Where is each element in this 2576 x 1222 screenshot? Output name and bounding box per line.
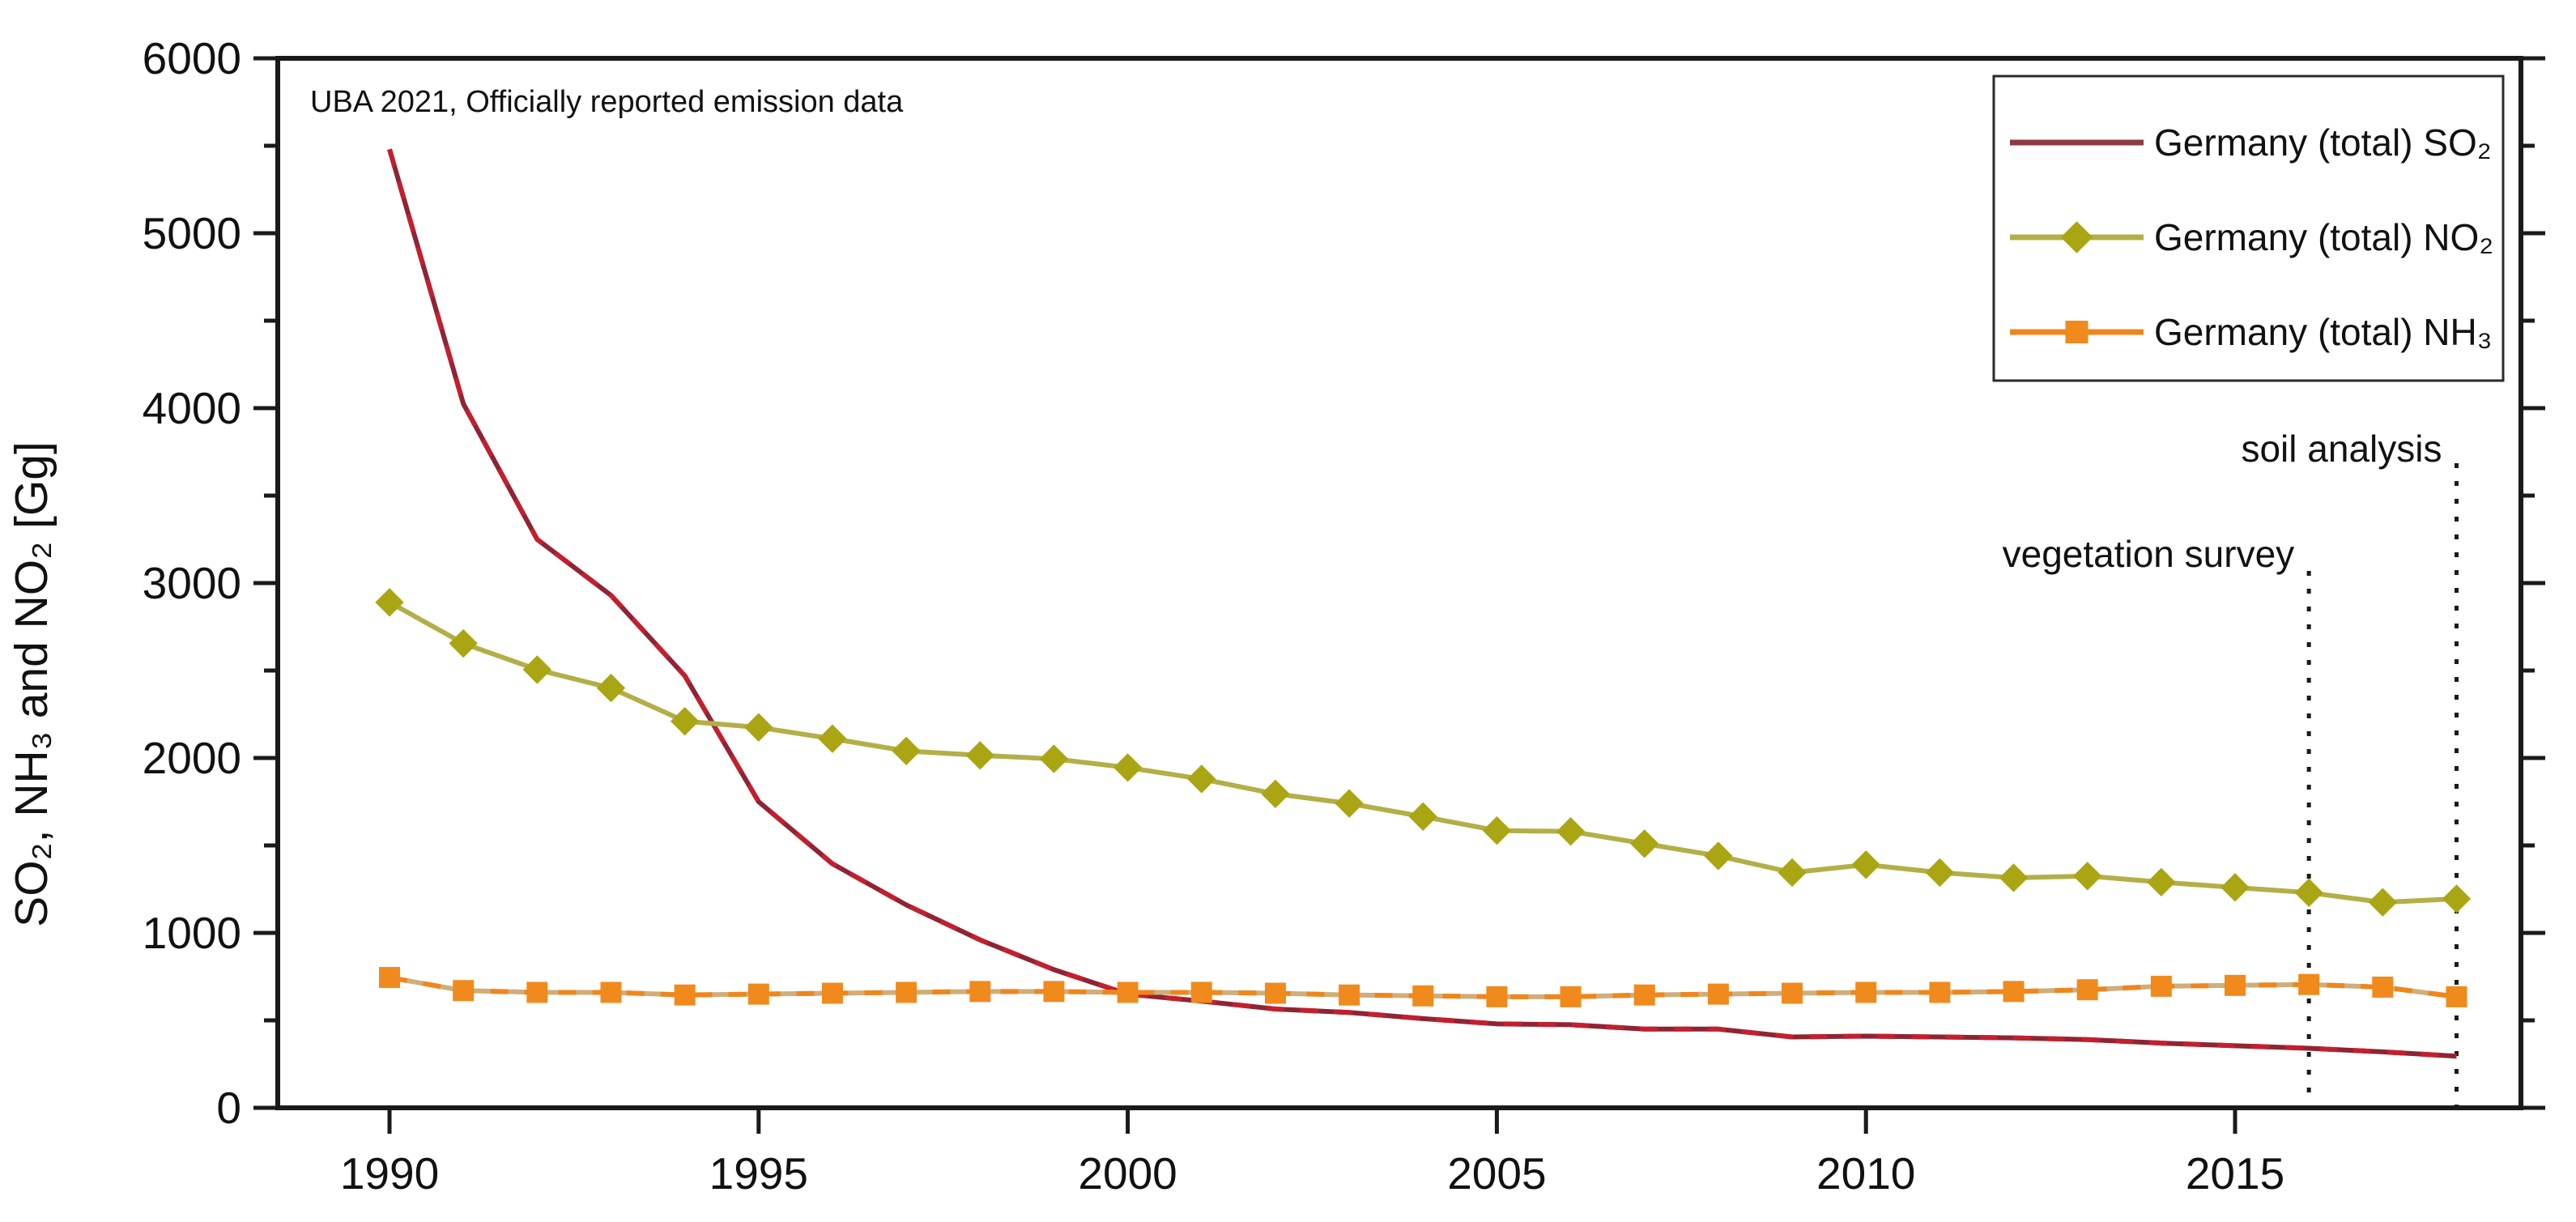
germany-total-no--marker [892, 736, 921, 766]
germany-total-no--marker [449, 628, 478, 658]
germany-total-no--line [388, 600, 2457, 905]
event-lines-layer: vegetation survey soil analysis [2003, 428, 2459, 1108]
y-tick-label: 4000 [143, 383, 241, 433]
legend-label: Germany (total) NO₂ [2154, 216, 2493, 258]
y-tick-label: 1000 [143, 908, 241, 958]
germany-total-nh--marker [2076, 979, 2098, 1001]
x-tick-label: 2000 [1078, 1148, 1177, 1199]
germany-total-nh--marker [2150, 975, 2172, 997]
y-tick-label: 2000 [143, 733, 241, 783]
germany-total-nh--marker [1929, 981, 1951, 1003]
germany-total-nh--marker [2298, 973, 2320, 995]
germany-total-nh--marker [821, 982, 843, 1004]
germany-total-no--marker [522, 655, 551, 684]
germany-total-no--marker [2294, 878, 2323, 907]
germany-total-no--marker [375, 588, 404, 617]
germany-total-nh--marker [453, 980, 475, 1002]
legend-label: Germany (total) SO₂ [2154, 121, 2492, 164]
germany-total-no--marker [1925, 858, 1955, 888]
germany-total-nh--marker [600, 981, 622, 1003]
x-tick-label: 1990 [340, 1148, 439, 1199]
germany-total-nh--marker [674, 984, 696, 1006]
germany-total-no--marker [1704, 841, 1733, 871]
x-tick-label: 1995 [709, 1148, 808, 1199]
legend-diamond-marker [2060, 221, 2093, 253]
germany-total-no--marker [1408, 802, 1437, 832]
event-label-1: soil analysis [2241, 428, 2442, 470]
germany-total-no--marker [2220, 873, 2250, 902]
germany-total-nh--marker [969, 981, 991, 1003]
germany-total-no--marker [2147, 867, 2176, 897]
germany-total-no--marker [1261, 779, 1290, 808]
germany-total-no--marker [1778, 858, 1807, 888]
germany-total-nh--marker [1412, 985, 1434, 1007]
germany-total-no--marker [818, 724, 847, 753]
germany-total-nh--marker [896, 981, 918, 1003]
germany-total-no--marker [2368, 888, 2397, 917]
germany-total-nh--marker [1707, 983, 1729, 1005]
germany-total-no--marker [2073, 862, 2102, 891]
germany-total-no--marker [596, 673, 626, 703]
germany-total-no--marker [1482, 815, 1512, 845]
x-tick-label: 2015 [2186, 1148, 2284, 1199]
germany-total-so--line-dash [387, 148, 2457, 1059]
germany-total-nh--marker [526, 981, 548, 1003]
germany-total-nh--marker [1264, 982, 1286, 1004]
germany-total-no--marker [1630, 829, 1659, 858]
x-tick-label: 2005 [1447, 1148, 1546, 1199]
germany-total-nh--marker [379, 967, 400, 989]
y-tick-label: 0 [216, 1083, 241, 1133]
germany-total-nh--marker [1782, 982, 1803, 1004]
germany-total-no--marker [965, 741, 994, 770]
legend-label: Germany (total) NH₃ [2154, 311, 2492, 353]
germany-total-no--marker [1113, 753, 1143, 782]
germany-total-nh--marker [1855, 981, 1877, 1003]
germany-total-nh--marker [2372, 976, 2394, 998]
germany-total-nh--marker [1560, 986, 1582, 1007]
germany-total-nh--marker [1486, 986, 1508, 1007]
legend-square-marker [2065, 321, 2088, 343]
axes-layer: 0 1000 2000 3000 4000 5000 6000 1990 1995 2000 200… [143, 33, 2545, 1199]
germany-total-no--marker [1039, 744, 1069, 773]
germany-total-nh--marker [747, 983, 769, 1005]
germany-total-no--marker [670, 706, 700, 736]
source-annotation: UBA 2021, Officially reported emission d… [310, 85, 904, 119]
germany-total-no--marker [1999, 863, 2029, 892]
y-axis-title: SO₂, NH₃ and NO₂ [Gg] [6, 441, 57, 927]
y-tick-label: 5000 [143, 208, 241, 258]
germany-total-no--marker [1187, 764, 1216, 794]
germany-total-nh--marker [1633, 984, 1655, 1006]
legend: Germany (total) SO₂ Germany (total) NO₂ Ge… [1992, 75, 2505, 382]
germany-total-no--marker [1335, 789, 1364, 818]
germany-total-nh--marker [2003, 981, 2025, 1003]
x-tick-label: 2010 [1816, 1148, 1915, 1199]
germany-total-no--marker [1556, 817, 1586, 846]
germany-total-nh--marker [1117, 981, 1139, 1003]
y-tick-label: 3000 [143, 558, 241, 608]
event-label-0: vegetation survey [2003, 533, 2295, 575]
germany-total-nh--marker [2225, 974, 2246, 996]
y-tick-label: 6000 [143, 33, 241, 83]
germany-total-nh--marker [2446, 986, 2467, 1007]
germany-total-nh--marker [1190, 981, 1212, 1003]
germany-total-no--marker [1851, 850, 1880, 879]
series-layer [375, 148, 2472, 1059]
germany-total-no--marker [2442, 884, 2472, 913]
germany-total-nh--marker [1339, 984, 1360, 1006]
germany-total-no--marker [744, 713, 773, 742]
germany-total-nh--marker [1043, 981, 1065, 1003]
